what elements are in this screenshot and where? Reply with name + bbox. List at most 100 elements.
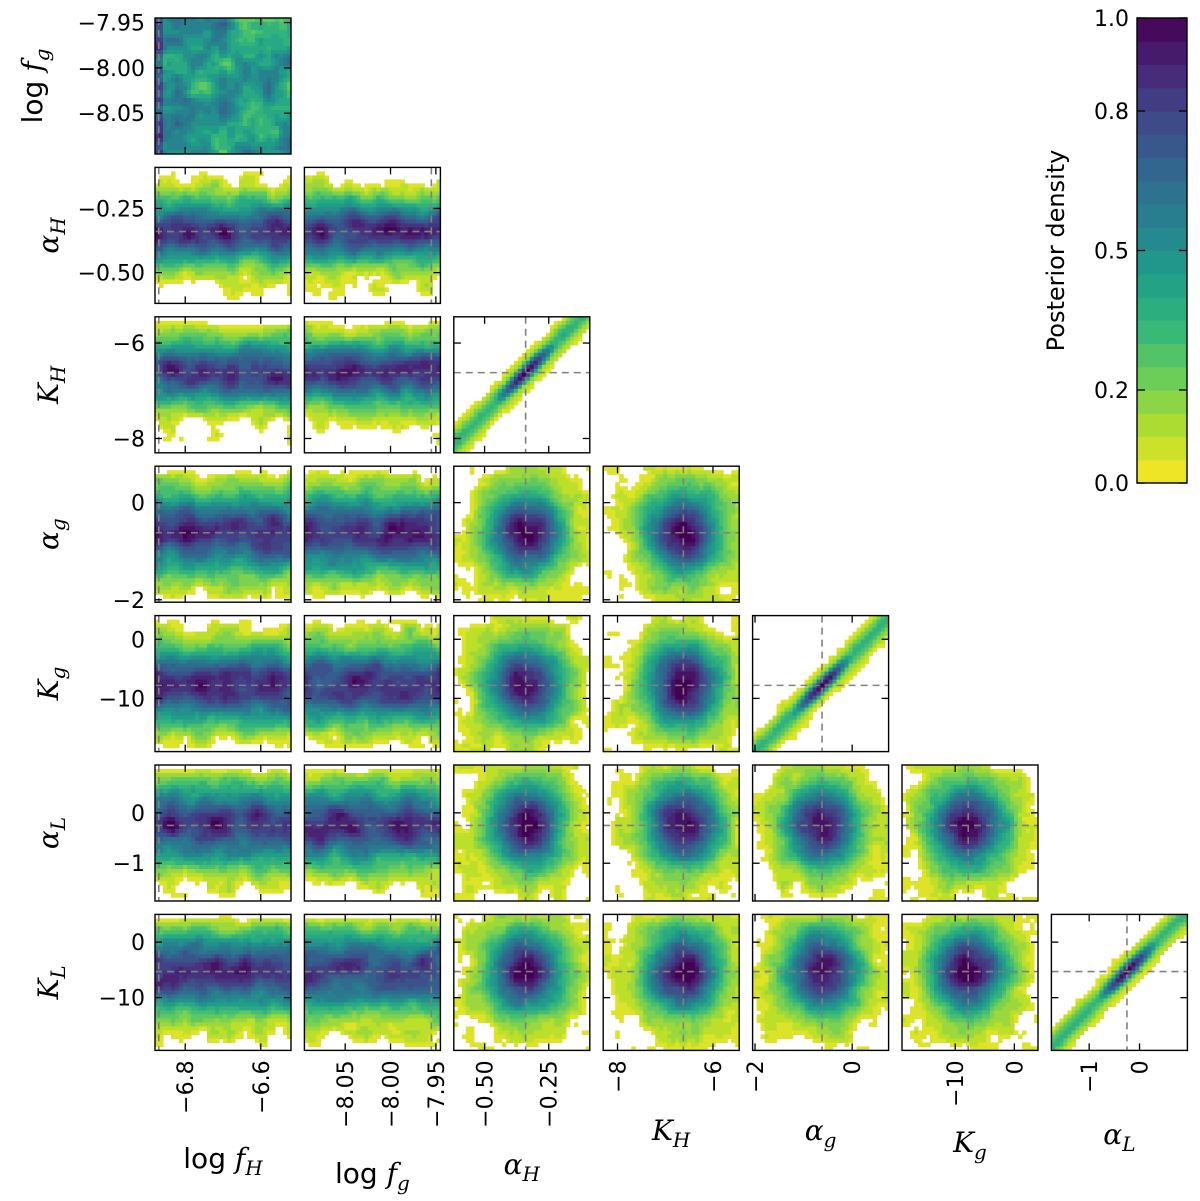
panel-alphaL-vs-KH: [602, 764, 740, 902]
density-field: [902, 765, 1038, 901]
density-field: [752, 914, 889, 1051]
x-axis-label-alphaH: αH: [504, 1148, 541, 1186]
y-tick-label: −2: [113, 589, 145, 614]
colorbar: 0.0 0.2 0.5 0.8 1.0 Posterior density: [1042, 7, 1188, 497]
panel-frame: [303, 465, 442, 603]
panel-alphag-vs-alphaH: [453, 465, 591, 603]
x-axis-label-logfH: log fH: [183, 1142, 263, 1180]
density-field: [453, 316, 590, 453]
density-field: [453, 466, 590, 603]
y-tick-label: 0: [131, 628, 145, 653]
density-field: [155, 18, 291, 154]
panel-alphaL-vs-logfH: −1 0: [113, 764, 292, 902]
density-field: [453, 914, 590, 1051]
density-field: [155, 619, 291, 749]
density-field: [603, 914, 740, 1051]
y-axis-label-alphaH: αH: [32, 217, 70, 254]
density-field: [304, 171, 441, 300]
panel-KH-vs-logfg: [303, 316, 442, 454]
colorbar-level: [1137, 297, 1187, 321]
density-field: [1051, 914, 1188, 1051]
panel-Kg-vs-KH: [602, 614, 740, 753]
colorbar-level: [1137, 320, 1187, 344]
y-tick-label: −10: [99, 687, 145, 712]
panel-frame: [602, 465, 740, 603]
panel-frame: [901, 764, 1039, 902]
colorbar-level: [1137, 18, 1187, 42]
y-tick-label: −0.25: [78, 197, 145, 222]
colorbar-level: [1137, 227, 1187, 251]
colorbar-level: [1137, 134, 1187, 158]
density-field: [752, 615, 889, 752]
x-axis-label-alphag: αg: [805, 1114, 837, 1152]
colorbar-tick-label: 0.0: [1094, 472, 1129, 497]
panel-frame: [303, 913, 442, 1052]
y-tick-label: −8: [113, 427, 145, 452]
x-tick-label: −0.50: [474, 1060, 499, 1127]
x-tick-label: −2: [744, 1060, 769, 1092]
density-field: [155, 470, 291, 599]
panel-Kg-vs-logfH: −10 0: [99, 614, 292, 753]
panel-frame: [453, 316, 591, 454]
colorbar-tick-label: 0.2: [1094, 379, 1129, 404]
panel-frame: [453, 614, 591, 753]
density-field: [155, 914, 291, 1047]
x-tick-label: −6: [702, 1060, 727, 1092]
colorbar-level: [1137, 180, 1187, 205]
density-field: [607, 765, 740, 901]
panel-frame: [303, 166, 442, 305]
panel-frame: [602, 614, 740, 753]
panel-frame: [453, 465, 591, 603]
density-field: [603, 615, 740, 752]
panel-grid: −8.05−8.00−7.95−0.50−0.25−8−6−20−100−10−…: [16, 12, 1189, 1195]
x-tick-label: −8: [607, 1060, 632, 1092]
density-field: [304, 918, 441, 1047]
colorbar-level: [1137, 390, 1187, 414]
panel-alphaL-vs-alphaH: [453, 764, 591, 902]
panel-KH-vs-alphaH: [453, 316, 591, 454]
panel-alphaL-vs-logfg: [303, 764, 442, 902]
y-axis-label-KL: KL: [32, 965, 70, 1000]
panel-frame: [1050, 913, 1189, 1052]
density-field: [155, 320, 291, 446]
colorbar-level: [1137, 273, 1187, 298]
x-axis-label-logfg: log fg: [335, 1157, 410, 1195]
colorbar-level: [1137, 459, 1187, 484]
density-field: [752, 765, 889, 901]
x-tick-label: −1: [1078, 1060, 1103, 1092]
panel-frame: [154, 614, 292, 753]
colorbar-tick-label: 1.0: [1094, 7, 1129, 32]
density-field: [304, 769, 441, 898]
panel-KL-vs-alphaH: −0.50 −0.25: [453, 913, 591, 1128]
y-tick-label: 0: [131, 931, 145, 956]
colorbar-tick-label: 0.5: [1094, 240, 1129, 265]
panel-KL-vs-alphag: −2 0: [744, 913, 890, 1093]
colorbar-level: [1137, 413, 1187, 437]
panel-frame: [453, 913, 591, 1052]
colorbar-level: [1137, 41, 1187, 65]
colorbar-level: [1137, 87, 1187, 112]
colorbar-level: [1137, 366, 1187, 391]
y-tick-label: −10: [99, 987, 145, 1012]
colorbar-level: [1137, 204, 1187, 228]
panel-frame: [751, 614, 890, 753]
panel-frame: [751, 913, 890, 1052]
y-tick-label: 0: [131, 492, 145, 517]
panel-KL-vs-alphaL: −1 0: [1050, 913, 1189, 1093]
panel-alphag-vs-logfg: [303, 465, 442, 603]
x-tick-label: −8.00: [380, 1060, 405, 1127]
density-field: [304, 470, 441, 599]
colorbar-label: Posterior density: [1042, 150, 1070, 352]
x-tick-label: −10: [944, 1060, 969, 1106]
y-axis-label-Kg: Kg: [32, 667, 70, 702]
panel-KL-vs-KH: −8 −6: [602, 913, 740, 1093]
panel-frame: [303, 614, 442, 753]
y-axis-label-logfg: log fg: [16, 49, 54, 124]
panel-alphag-vs-logfH: −2 0: [113, 465, 292, 614]
panel-KH-vs-logfH: −8 −6: [113, 316, 292, 454]
panel-frame: [303, 316, 442, 454]
panel-alphaH-vs-logfH: −0.50 −0.25: [78, 166, 292, 305]
panel-Kg-vs-alphag: [751, 614, 890, 753]
colorbar-level: [1137, 250, 1187, 275]
